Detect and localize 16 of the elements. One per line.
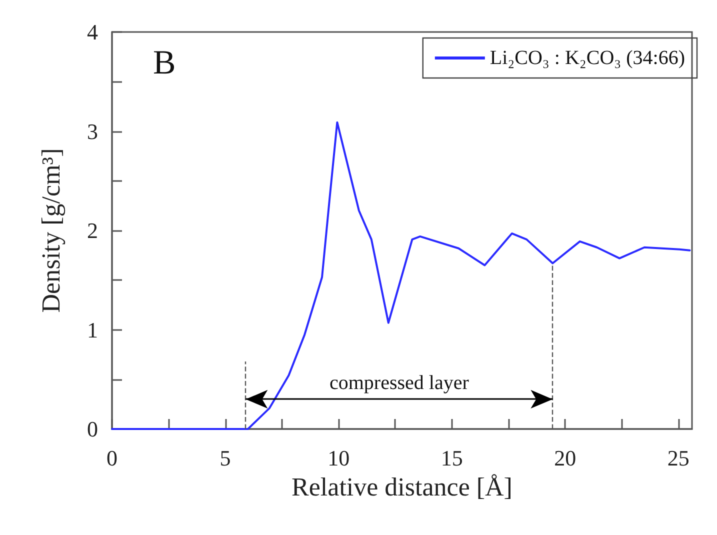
y-tick-label: 3: [87, 118, 98, 144]
x-tick-label: 15: [440, 446, 463, 470]
y-tick-label: 4: [87, 20, 98, 44]
annotation: compressed layer: [329, 372, 470, 394]
y-tick-label: 0: [87, 416, 98, 442]
x-tick-label: 20: [554, 446, 576, 470]
x-tick-label: 0: [106, 446, 118, 470]
x-tick-label: 25: [667, 446, 690, 470]
annotation: B: [153, 44, 176, 82]
x-tick-label: 5: [220, 446, 231, 470]
x-tick-label: 10: [328, 446, 350, 470]
y-tick-label: 1: [87, 317, 98, 342]
y-axis-title: Density [g/cm³]: [36, 148, 66, 313]
y-tick-label: 2: [87, 218, 98, 243]
x-axis-title: Relative distance [Å]: [292, 472, 512, 502]
legend-label: Li₂CO₃ : K₂CO₃ (34:66): [490, 47, 685, 69]
